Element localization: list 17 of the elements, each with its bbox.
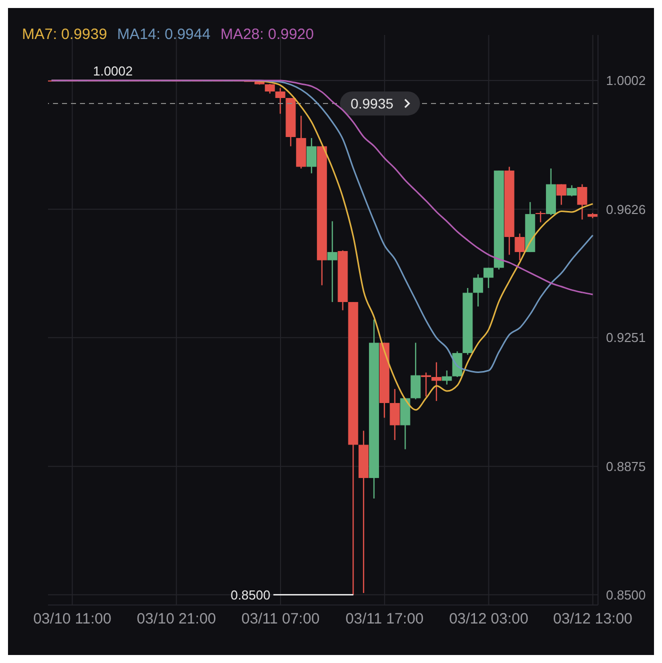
y-tick-label: 0.8875 (606, 458, 646, 474)
x-tick-label: 03/11 07:00 (241, 610, 320, 628)
ref-line-label: 0.9935 (350, 95, 394, 112)
text: MA28: 0.9920 (220, 26, 314, 43)
x-tick-label: 03/10 11:00 (33, 610, 112, 628)
x-tick-label: 03/12 13:00 (553, 610, 632, 628)
annotation: 0.8500 (230, 588, 270, 603)
y-tick-label: 0.9251 (606, 330, 646, 346)
y-tick-label: 0.9626 (606, 202, 646, 217)
x-tick-label: 03/11 17:00 (346, 610, 424, 628)
x-tick-label: 03/12 03:00 (449, 610, 528, 628)
text: MA14: 0.9944 (117, 26, 210, 43)
x-tick-label: 03/10 21:00 (136, 610, 216, 628)
y-tick-label: 0.8500 (606, 587, 646, 602)
text: MA7: 0.9939 (22, 26, 108, 43)
y-tick-label: 1.0002 (606, 73, 646, 88)
annotation: 1.0002 (92, 64, 133, 79)
